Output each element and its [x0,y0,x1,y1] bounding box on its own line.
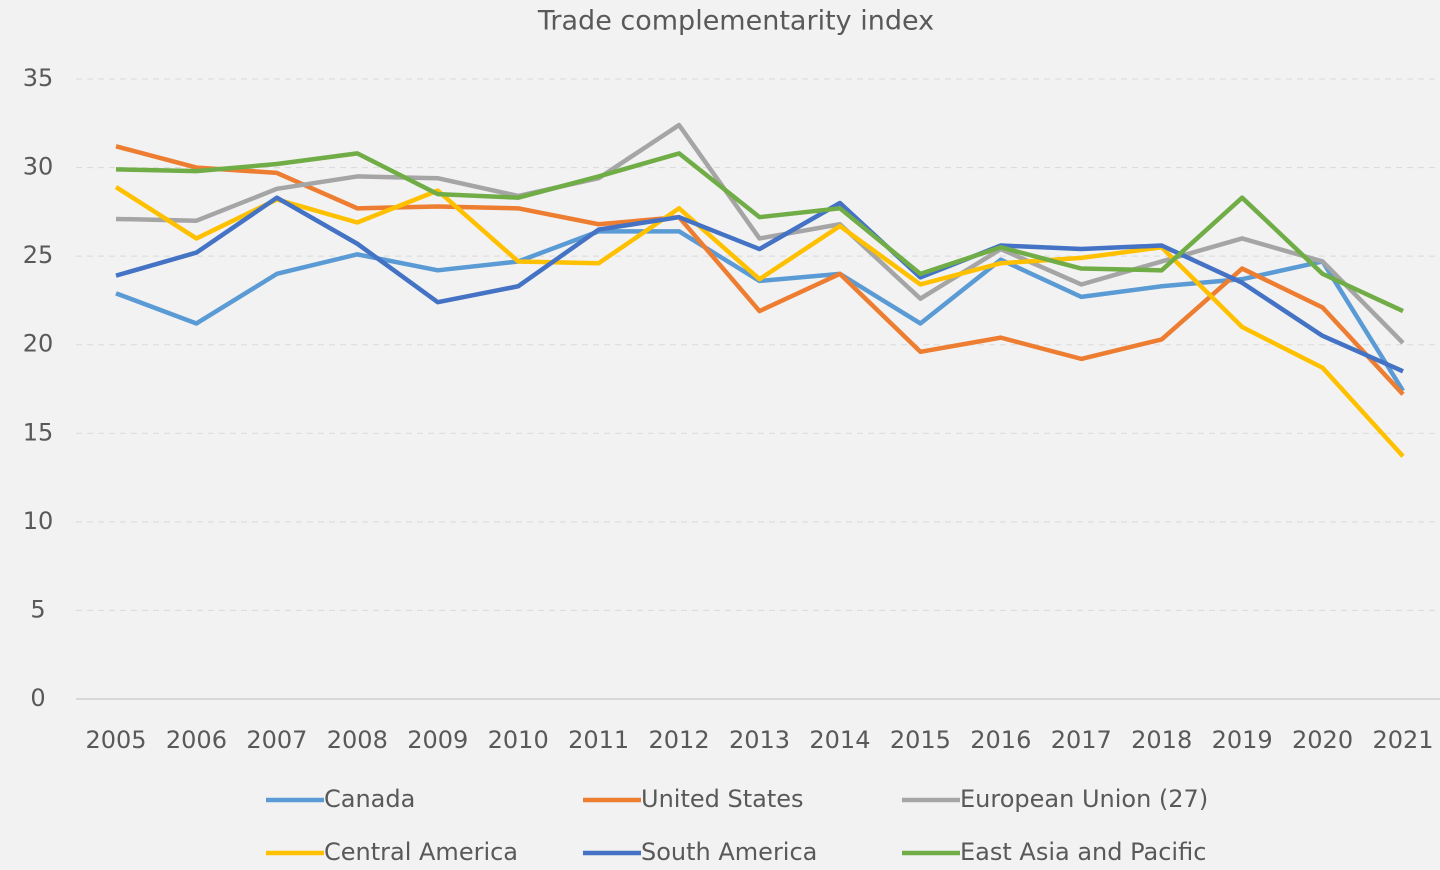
x-tick-label: 2019 [1212,726,1273,754]
x-tick-label: 2017 [1051,726,1112,754]
y-tick-label: 5 [30,595,45,623]
x-tick-label: 2014 [809,726,870,754]
x-tick-label: 2009 [407,726,468,754]
x-tick-label: 2005 [85,726,146,754]
legend-label: European Union (27) [960,785,1208,813]
y-tick-label: 30 [23,153,54,181]
x-tick-label: 2018 [1131,726,1192,754]
y-tick-label: 35 [23,64,54,92]
series-line [115,122,1405,345]
x-tick-label: 2016 [970,726,1031,754]
series-line [114,185,1405,458]
legend-label: United States [641,785,804,813]
legend-label: Central America [324,838,518,866]
x-tick-label: 2006 [166,726,227,754]
legend-label: South America [641,838,817,866]
y-tick-label: 25 [23,241,54,269]
chart-title: Trade complementarity index [537,6,934,37]
legend-label: Canada [324,785,415,813]
x-tick-label: 2020 [1292,726,1353,754]
x-tick-label: 2015 [890,726,951,754]
y-tick-label: 15 [23,418,54,446]
series-line [115,151,1404,314]
series-line [115,144,1405,396]
legend-label: East Asia and Pacific [960,838,1206,866]
x-tick-label: 2008 [327,726,388,754]
y-tick-label: 20 [23,330,54,358]
x-tick-label: 2011 [568,726,629,754]
x-tick-label: 2007 [246,726,307,754]
x-tick-label: 2010 [488,726,549,754]
y-tick-label: 10 [23,507,54,535]
x-tick-label: 2021 [1372,726,1433,754]
x-tick-label: 2012 [649,726,710,754]
series-line [115,195,1404,374]
x-tick-label: 2013 [729,726,790,754]
y-tick-label: 0 [30,684,45,712]
